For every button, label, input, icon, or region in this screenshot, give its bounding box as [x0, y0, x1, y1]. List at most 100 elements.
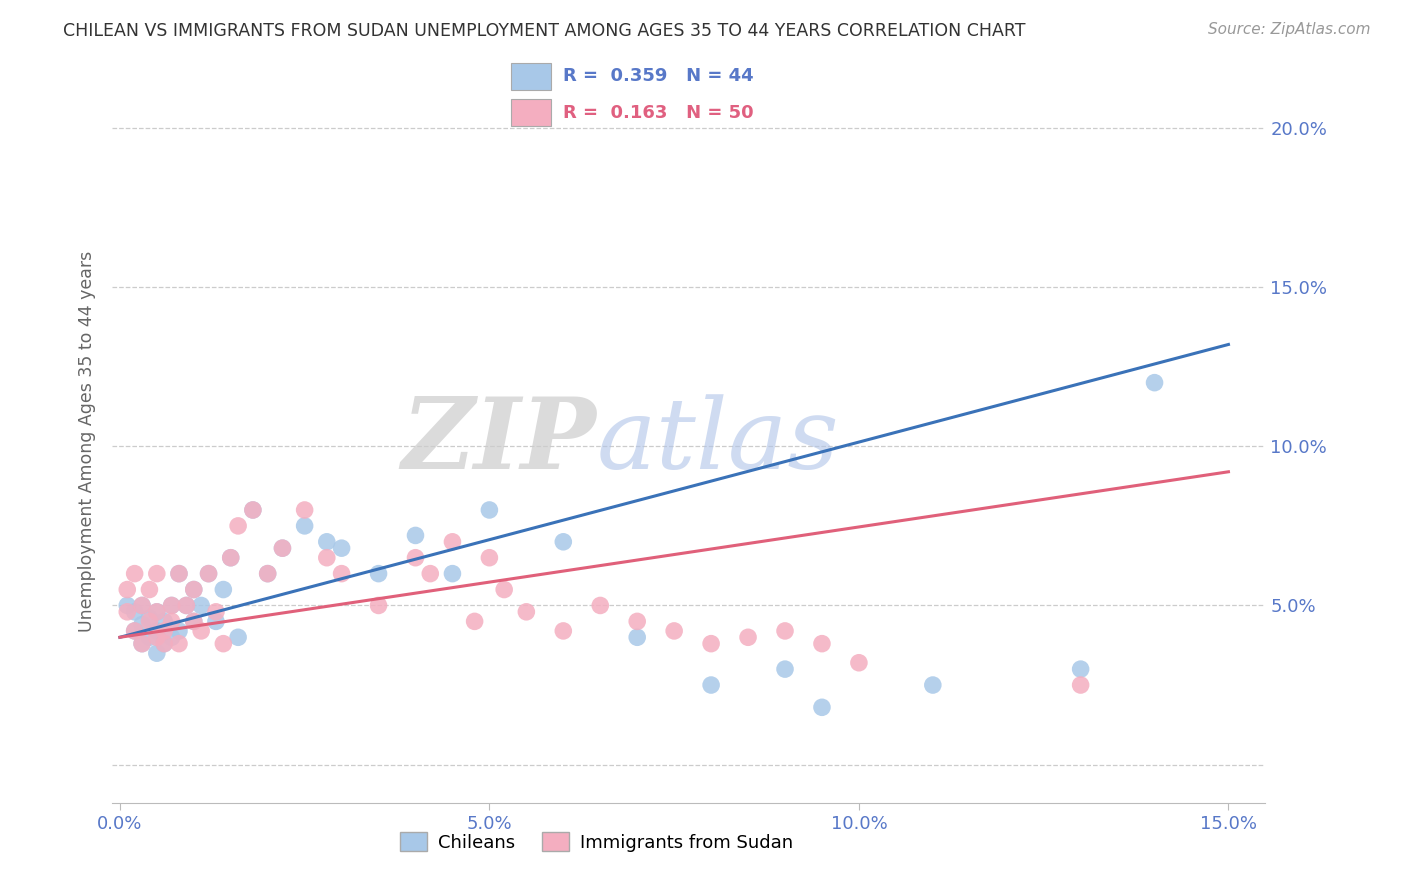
Point [1070, 662, 1092, 676]
Point [256, 566, 278, 581]
Point [553, 624, 575, 638]
Point [153, 615, 176, 629]
Point [315, 534, 337, 549]
Point [405, 528, 427, 542]
Point [256, 566, 278, 581]
Point [146, 566, 169, 581]
Point [626, 615, 648, 629]
Point [1070, 678, 1092, 692]
Point [367, 566, 389, 581]
Point [146, 605, 169, 619]
Point [662, 624, 685, 638]
Text: R =  0.163   N = 50: R = 0.163 N = 50 [562, 103, 754, 122]
Bar [512, 99, 551, 127]
Point [212, 637, 235, 651]
Point [160, 599, 183, 613]
Point [197, 566, 219, 581]
Point [419, 566, 441, 581]
Point [811, 700, 834, 714]
Point [700, 678, 723, 692]
Point [183, 615, 205, 629]
Point [146, 646, 169, 660]
Point [811, 637, 834, 651]
Point [138, 611, 160, 625]
Point [219, 550, 242, 565]
Point [242, 503, 264, 517]
Point [700, 637, 723, 651]
Point [294, 519, 316, 533]
Point [117, 582, 139, 597]
Point [124, 605, 146, 619]
Point [330, 541, 353, 556]
Text: ZIP: ZIP [402, 393, 596, 490]
Point [131, 637, 153, 651]
Point [160, 599, 183, 613]
Point [737, 630, 759, 644]
Point [117, 605, 139, 619]
Point [138, 630, 160, 644]
Legend: Chileans, Immigrants from Sudan: Chileans, Immigrants from Sudan [392, 825, 800, 859]
Point [160, 630, 183, 644]
Point [205, 615, 228, 629]
Point [773, 662, 796, 676]
Text: R =  0.359   N = 44: R = 0.359 N = 44 [562, 68, 754, 86]
Point [848, 656, 870, 670]
Bar [512, 62, 551, 90]
Point [146, 630, 169, 644]
Point [478, 503, 501, 517]
Point [271, 541, 294, 556]
Point [330, 566, 353, 581]
Text: CHILEAN VS IMMIGRANTS FROM SUDAN UNEMPLOYMENT AMONG AGES 35 TO 44 YEARS CORRELAT: CHILEAN VS IMMIGRANTS FROM SUDAN UNEMPLO… [63, 22, 1026, 40]
Point [478, 550, 501, 565]
Point [190, 624, 212, 638]
Text: atlas: atlas [596, 394, 839, 489]
Point [124, 624, 146, 638]
Point [131, 599, 153, 613]
Point [205, 605, 228, 619]
Point [242, 503, 264, 517]
Point [153, 637, 176, 651]
Point [153, 624, 176, 638]
Point [124, 624, 146, 638]
Point [405, 550, 427, 565]
Point [367, 599, 389, 613]
Point [494, 582, 516, 597]
Point [131, 599, 153, 613]
Point [176, 599, 198, 613]
Point [921, 678, 943, 692]
Point [183, 582, 205, 597]
Point [146, 624, 169, 638]
Point [1143, 376, 1166, 390]
Point [117, 599, 139, 613]
Point [464, 615, 486, 629]
Y-axis label: Unemployment Among Ages 35 to 44 years: Unemployment Among Ages 35 to 44 years [77, 251, 96, 632]
Point [183, 615, 205, 629]
Text: Source: ZipAtlas.com: Source: ZipAtlas.com [1208, 22, 1371, 37]
Point [167, 566, 190, 581]
Point [553, 534, 575, 549]
Point [441, 566, 464, 581]
Point [167, 566, 190, 581]
Point [773, 624, 796, 638]
Point [167, 624, 190, 638]
Point [226, 519, 249, 533]
Point [176, 599, 198, 613]
Point [271, 541, 294, 556]
Point [131, 637, 153, 651]
Point [167, 637, 190, 651]
Point [441, 534, 464, 549]
Point [124, 566, 146, 581]
Point [138, 582, 160, 597]
Point [515, 605, 537, 619]
Point [315, 550, 337, 565]
Point [219, 550, 242, 565]
Point [190, 599, 212, 613]
Point [626, 630, 648, 644]
Point [226, 630, 249, 644]
Point [153, 637, 176, 651]
Point [183, 582, 205, 597]
Point [138, 615, 160, 629]
Point [212, 582, 235, 597]
Point [160, 615, 183, 629]
Point [146, 605, 169, 619]
